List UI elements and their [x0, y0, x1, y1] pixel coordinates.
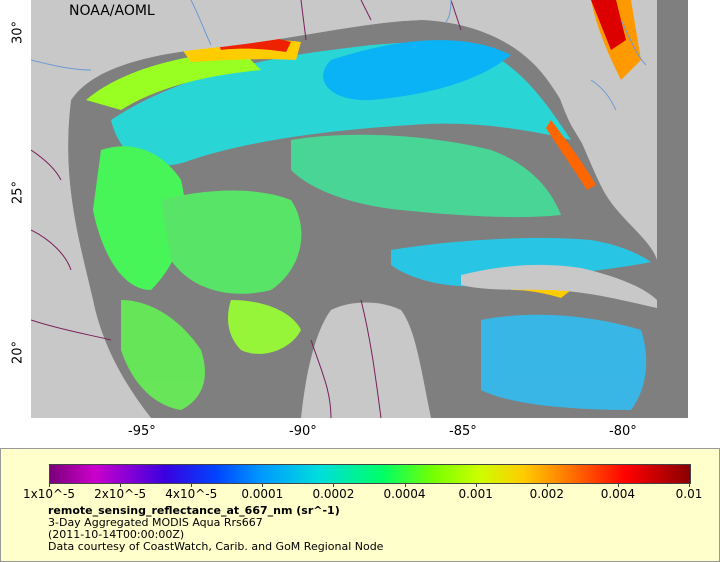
cuba-land	[461, 264, 657, 308]
legend-credit: Data courtesy of CoastWatch, Carib. and …	[48, 540, 384, 553]
yucatan-land	[301, 302, 431, 418]
lon-tick-label: -90°	[289, 424, 317, 439]
colorbar-label: 0.0004	[383, 487, 426, 501]
colorbar-label: 0.0001	[241, 487, 284, 501]
colorbar-tick	[617, 483, 619, 487]
legend-product: 3-Day Aggregated MODIS Aqua Rrs667	[48, 516, 263, 529]
colorbar-tick	[49, 483, 50, 487]
legend-variable: remote_sensing_reflectance_at_667_nm (sr…	[48, 504, 340, 517]
lon-tick-label: -95°	[128, 424, 156, 439]
east-no-data-band	[657, 0, 688, 418]
colorbar-label: 4x10^-5	[165, 487, 218, 501]
lat-tick-label: 25°	[10, 180, 26, 205]
florida-land	[550, 40, 618, 190]
colorbar	[49, 464, 691, 484]
lat-tick-label: 30°	[10, 20, 26, 45]
colorbar-tick	[191, 483, 193, 487]
coastal-high-fl	[546, 120, 596, 190]
map-frame[interactable]: NOAA/AOML	[31, 0, 688, 418]
colorbar-tick	[689, 483, 690, 487]
rivers	[31, 0, 647, 111]
colorbar-label: 0.004	[600, 487, 636, 501]
reflectance-field	[93, 40, 651, 410]
political-borders	[31, 0, 462, 418]
colorbar-tick	[475, 483, 477, 487]
lon-tick-label: -80°	[609, 424, 637, 439]
coastal-high-north	[86, 50, 261, 110]
colorbar-label: 0.002	[529, 487, 564, 501]
usa-land	[31, 0, 591, 100]
coastal-red-atl	[591, 0, 626, 50]
lon-tick-label: -85°	[449, 424, 477, 439]
colorbar-tick	[333, 483, 335, 487]
legend-time: (2011-10-14T00:00:00Z)	[48, 528, 185, 541]
colorbar-tick	[404, 483, 406, 487]
colorbar-label: 0.0002	[312, 487, 355, 501]
colorbar-tick	[546, 483, 548, 487]
colorbar-label: 0.001	[458, 487, 493, 501]
colorbar-tick	[120, 483, 122, 487]
map-canvas	[31, 0, 688, 418]
colorbar-label: 1x10^-5	[22, 487, 76, 501]
colorbar-label: 0.01	[675, 487, 703, 501]
colorbar-label: 2x10^-5	[94, 487, 147, 501]
legend-panel: remote_sensing_reflectance_at_667_nm (sr…	[0, 448, 720, 562]
agency-label: NOAA/AOML	[67, 3, 157, 19]
colorbar-tick	[262, 483, 264, 487]
lat-tick-label: 20°	[10, 340, 26, 365]
